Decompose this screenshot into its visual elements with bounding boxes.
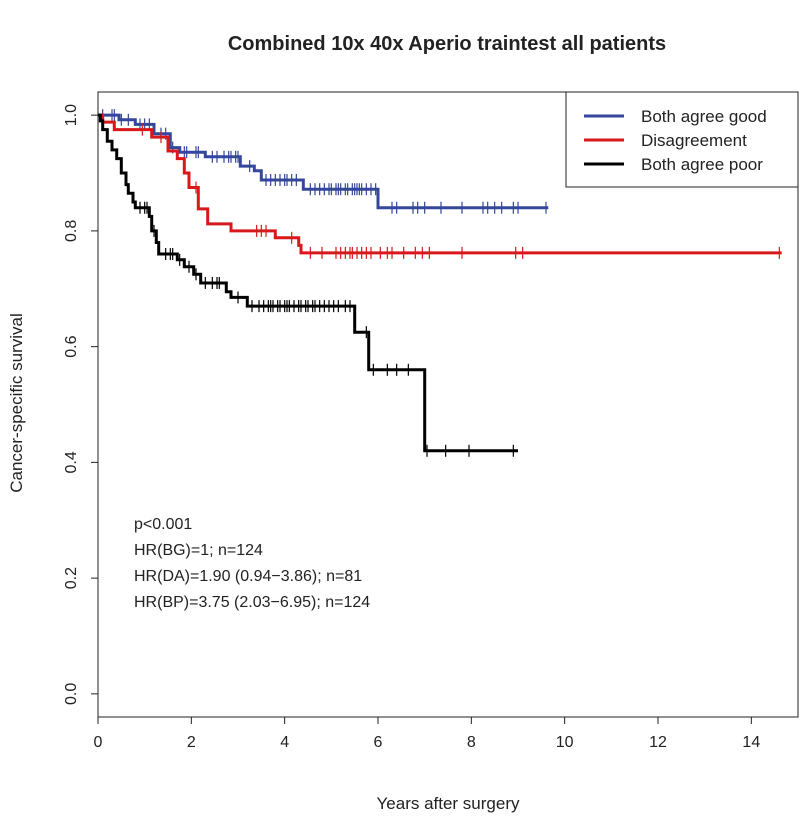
- y-axis-label: Cancer-specific survival: [7, 313, 26, 493]
- y-tick-label: 1.0: [63, 104, 80, 126]
- x-tick-label: 12: [649, 734, 667, 751]
- survival-step-line: [98, 113, 549, 210]
- x-tick-label: 0: [94, 734, 103, 751]
- x-tick-label: 4: [280, 734, 289, 751]
- annotation-text: HR(DA)=1.90 (0.94−3.86); n=81: [134, 568, 362, 585]
- series-both-agree-good: [98, 109, 549, 214]
- y-tick-label: 0.2: [63, 567, 80, 589]
- annotation-text: HR(BG)=1; n=124: [134, 542, 263, 559]
- survival-step-line: [98, 113, 782, 255]
- annotations: p<0.001 HR(BG)=1; n=124 HR(DA)=1.90 (0.94−…: [134, 516, 370, 611]
- annotation-text: HR(BP)=3.75 (2.03−6.95); n=124: [134, 594, 370, 611]
- series-disagreement: [98, 113, 782, 259]
- legend: Both agree good Disagreement Both agree po…: [565, 91, 799, 188]
- legend-label: Both agree good: [641, 107, 767, 126]
- x-tick-label: 6: [374, 734, 383, 751]
- x-axis-label: Years after surgery: [377, 794, 520, 813]
- x-tick-label: 14: [742, 734, 760, 751]
- plot-frame: [97, 91, 799, 718]
- x-tick-label: 8: [467, 734, 476, 751]
- chart-title: Combined 10x 40x Aperio traintest all pa…: [228, 33, 666, 55]
- y-tick-label: 0.0: [63, 683, 80, 705]
- y-tick-label: 0.8: [63, 220, 80, 242]
- series-both-agree-poor: [98, 113, 518, 457]
- x-tick-label: 10: [556, 734, 574, 751]
- y-tick-label: 0.4: [63, 451, 80, 473]
- legend-box: [565, 91, 799, 188]
- legend-label: Disagreement: [641, 131, 747, 150]
- annotation-text: p<0.001: [134, 516, 192, 533]
- x-tick-label: 2: [187, 734, 196, 751]
- y-tick-label: 0.6: [63, 335, 80, 357]
- axes: 0 2 4 6 8 10 12 14 0.0 0.2 0.4 0.6 0.8 1.0: [63, 104, 760, 751]
- legend-label: Both agree poor: [641, 155, 763, 174]
- survival-curves: [98, 109, 782, 457]
